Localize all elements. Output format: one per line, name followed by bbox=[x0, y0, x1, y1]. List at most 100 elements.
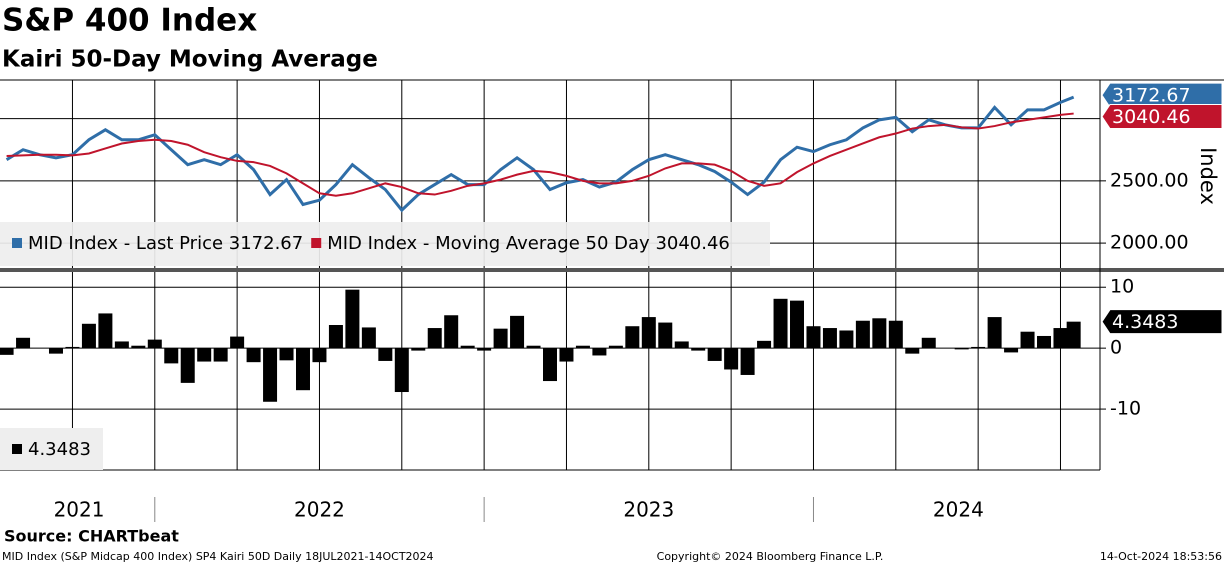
bar bbox=[345, 289, 360, 349]
subtitle: Kairi 50-Day Moving Average bbox=[2, 47, 378, 73]
bar bbox=[888, 320, 903, 349]
legend-box bbox=[0, 222, 770, 266]
bar bbox=[295, 348, 310, 391]
last-value-flag bbox=[1101, 309, 1223, 335]
x-tick-label: 2021 bbox=[54, 498, 105, 522]
x-tick-label: 2024 bbox=[933, 498, 984, 522]
y-axis-label: Index bbox=[1196, 147, 1220, 205]
bar bbox=[773, 298, 788, 349]
x-tick-label: 2022 bbox=[294, 498, 345, 522]
bar bbox=[444, 315, 459, 349]
last-value-label: 3172.67 bbox=[1112, 85, 1191, 107]
legend-name: MID Index - Last Price bbox=[28, 233, 223, 254]
x-tick-label: 2023 bbox=[623, 498, 674, 522]
y-tick-label: 10 bbox=[1110, 276, 1134, 298]
footer-timestamp: 14-Oct-2024 18:53:56 bbox=[1100, 550, 1222, 563]
bar bbox=[543, 348, 557, 382]
bar bbox=[1037, 335, 1052, 349]
legend-name: MID Index - Moving Average 50 Day bbox=[327, 233, 650, 254]
bar bbox=[806, 326, 821, 349]
bar bbox=[328, 325, 343, 349]
bar bbox=[921, 337, 936, 349]
bar bbox=[839, 330, 854, 349]
bar bbox=[230, 336, 245, 349]
title: S&P 400 Index bbox=[2, 3, 257, 39]
bar bbox=[855, 320, 870, 349]
bar bbox=[0, 348, 14, 355]
bar bbox=[394, 348, 409, 393]
bar bbox=[1053, 328, 1068, 349]
bar bbox=[1004, 348, 1019, 353]
y-tick-label: -10 bbox=[1110, 398, 1141, 420]
bar bbox=[164, 348, 179, 364]
bar bbox=[510, 315, 525, 349]
bar bbox=[740, 348, 755, 375]
last-value-label: 4.3483 bbox=[1112, 311, 1178, 333]
bar bbox=[213, 348, 228, 362]
bar bbox=[625, 326, 640, 349]
legend-value: 3040.46 bbox=[655, 233, 729, 254]
bar bbox=[658, 322, 673, 349]
bar bbox=[526, 345, 541, 349]
bar bbox=[16, 337, 31, 349]
bar bbox=[575, 345, 590, 349]
bar bbox=[592, 348, 607, 356]
bar bbox=[493, 328, 508, 349]
bar bbox=[691, 348, 706, 351]
last-value-label: 3040.46 bbox=[1112, 106, 1191, 128]
bar bbox=[378, 348, 393, 361]
legend-entry: MID Index - Moving Average 50 Day 3040.4… bbox=[327, 233, 730, 254]
last-value-flag bbox=[1101, 82, 1223, 108]
y-tick-label: 0 bbox=[1110, 337, 1122, 359]
bar bbox=[822, 328, 837, 349]
bar bbox=[65, 346, 80, 349]
footer-description: MID Index (S&P Midcap 400 Index) SP4 Kai… bbox=[2, 550, 434, 563]
bar bbox=[1066, 321, 1081, 349]
bar bbox=[477, 348, 492, 351]
bar bbox=[147, 339, 162, 349]
bar bbox=[263, 348, 278, 402]
bar bbox=[971, 346, 986, 349]
bar bbox=[246, 348, 261, 363]
bar bbox=[411, 348, 426, 351]
bar bbox=[131, 345, 146, 349]
legend-entry: MID Index - Last Price 3172.67 bbox=[28, 233, 303, 254]
price-line bbox=[6, 112, 1074, 197]
price-line bbox=[5, 95, 1075, 213]
bar bbox=[559, 348, 574, 362]
bar bbox=[1020, 331, 1035, 349]
bar bbox=[905, 348, 920, 354]
legend-swatch bbox=[12, 238, 22, 248]
panel-divider bbox=[0, 268, 1224, 272]
bar bbox=[872, 318, 887, 349]
bar bbox=[987, 317, 1002, 349]
bar bbox=[81, 323, 96, 349]
bar bbox=[790, 300, 805, 349]
y-tick-label: 2000.00 bbox=[1110, 232, 1189, 254]
bar bbox=[427, 328, 442, 349]
bar bbox=[48, 348, 63, 354]
bar bbox=[114, 341, 129, 349]
bar bbox=[312, 348, 327, 363]
bar bbox=[361, 327, 376, 349]
bar bbox=[98, 313, 113, 349]
bar bbox=[460, 345, 475, 349]
bar bbox=[757, 340, 772, 349]
legend-swatch bbox=[311, 238, 322, 248]
source: Source: CHARTbeat bbox=[4, 527, 179, 546]
y-tick-label: 2500.00 bbox=[1110, 169, 1189, 191]
last-value-flag bbox=[1101, 104, 1223, 130]
bar bbox=[180, 348, 195, 383]
bar bbox=[724, 348, 739, 370]
legend-value: 3172.67 bbox=[229, 233, 303, 254]
bar bbox=[279, 348, 294, 361]
bar bbox=[674, 341, 689, 349]
bar bbox=[954, 348, 969, 350]
legend-entry: 4.3483 bbox=[28, 439, 91, 460]
legend-swatch bbox=[12, 444, 22, 454]
bar bbox=[197, 348, 212, 362]
bar bbox=[641, 317, 656, 349]
footer-copyright: Copyright© 2024 Bloomberg Finance L.P. bbox=[657, 550, 884, 563]
bar bbox=[707, 348, 722, 361]
